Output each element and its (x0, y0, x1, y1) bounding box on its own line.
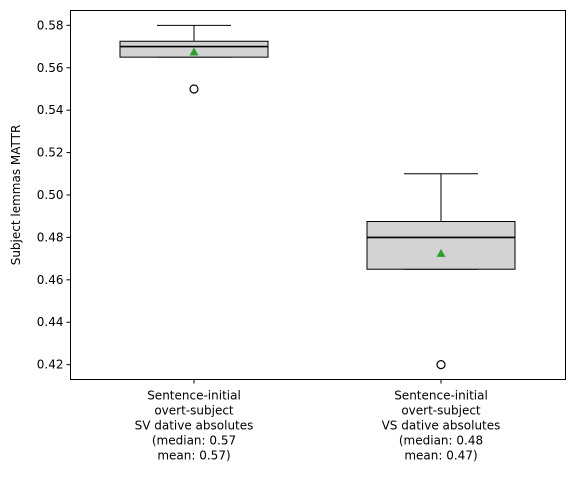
x-tick-label-line: SV dative absolutes (135, 419, 254, 433)
y-axis-ticks: 0.42 0.44 0.46 0.48 0.50 0.52 0.54 0.56 0.58 (37, 18, 71, 372)
x-tick-label: Sentence-initial overt-subject SV dative a… (135, 389, 254, 463)
mean-marker (189, 47, 199, 56)
y-tick-label: 0.42 (37, 358, 64, 372)
y-tick-label: 0.48 (37, 230, 64, 244)
mean-marker (436, 248, 446, 257)
x-tick-label-line: overt-subject (154, 404, 234, 418)
plot-frame (70, 10, 566, 380)
x-tick-label-line: overt-subject (401, 404, 481, 418)
y-tick-label: 0.50 (37, 188, 64, 202)
x-tick-label-line: mean: 0.47) (404, 449, 477, 463)
y-tick-label: 0.44 (37, 315, 64, 329)
box-series (119, 24, 516, 370)
x-tick-label-line: (median: 0.48 (399, 434, 483, 448)
y-tick-label: 0.56 (37, 61, 64, 75)
y-axis-label: Subject lemmas MATTR (9, 125, 23, 266)
box-group (119, 24, 269, 94)
y-tick-label: 0.46 (37, 273, 64, 287)
outlier-point (189, 84, 199, 94)
y-tick-label: 0.58 (37, 18, 64, 32)
x-tick-label-line: Sentence-initial (147, 389, 241, 403)
x-tick-label-line: Sentence-initial (394, 389, 488, 403)
y-tick-label: 0.54 (37, 103, 64, 117)
y-tick-label: 0.52 (37, 146, 64, 160)
x-tick-label: Sentence-initial overt-subject VS dative a… (382, 389, 501, 463)
box-iqr (366, 221, 516, 270)
x-tick-label-line: mean: 0.57) (157, 449, 230, 463)
outlier-point (436, 360, 446, 370)
x-tick-label-line: (median: 0.57 (152, 434, 236, 448)
box-group (366, 173, 516, 370)
x-axis-ticks: Sentence-initial overt-subject SV dative a… (135, 379, 501, 463)
x-tick-label-line: VS dative absolutes (382, 419, 501, 433)
